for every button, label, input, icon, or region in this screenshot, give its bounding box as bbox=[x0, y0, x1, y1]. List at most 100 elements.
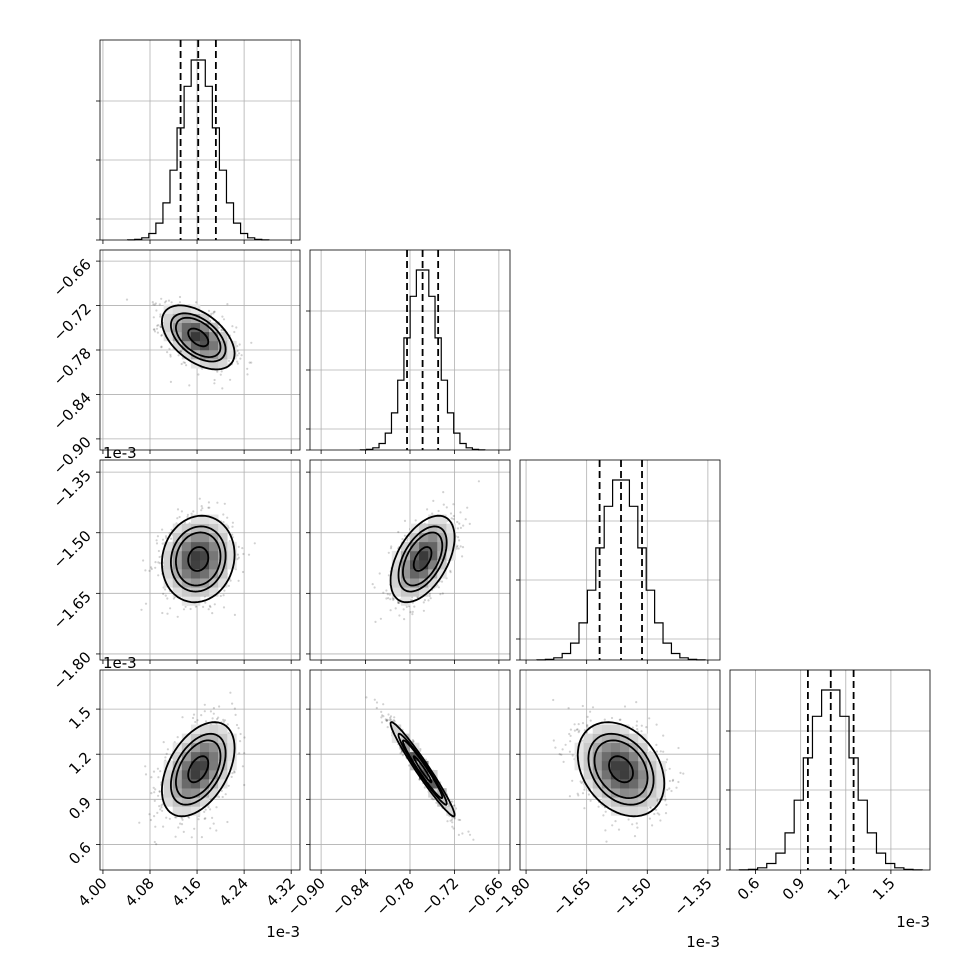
sample-point bbox=[386, 718, 389, 721]
y-tick-label: 1.5 bbox=[65, 703, 95, 733]
density-cell bbox=[200, 359, 210, 369]
density-cell bbox=[400, 560, 411, 570]
sample-point bbox=[456, 527, 460, 530]
density-cell bbox=[400, 596, 411, 606]
x-tick-label: −0.78 bbox=[373, 874, 418, 919]
density-cell bbox=[391, 569, 402, 579]
sample-point bbox=[203, 703, 206, 706]
density-cell bbox=[391, 578, 402, 588]
y-tick-label: −0.84 bbox=[50, 389, 95, 434]
density-cell bbox=[190, 340, 201, 351]
sample-point bbox=[152, 303, 155, 306]
sample-point bbox=[157, 776, 160, 779]
sample-point bbox=[194, 605, 197, 608]
sample-point bbox=[402, 608, 405, 611]
sample-point bbox=[186, 513, 189, 517]
sample-point bbox=[202, 605, 205, 609]
sample-point bbox=[459, 818, 462, 822]
sample-point bbox=[426, 508, 429, 511]
density-cell bbox=[209, 760, 219, 771]
sample-point bbox=[371, 583, 374, 586]
sample-point bbox=[166, 597, 169, 600]
sample-point bbox=[423, 599, 426, 602]
density-cell bbox=[218, 331, 228, 342]
sample-point bbox=[243, 783, 246, 787]
sample-point bbox=[155, 327, 159, 330]
sample-point bbox=[150, 567, 153, 571]
sample-point bbox=[449, 512, 453, 515]
sample-point bbox=[201, 507, 204, 510]
y-tick-label: −0.78 bbox=[50, 344, 95, 389]
density-cell bbox=[227, 541, 237, 552]
sample-point bbox=[378, 572, 381, 575]
sample-point bbox=[385, 719, 388, 722]
sample-point bbox=[182, 361, 185, 364]
sample-point bbox=[144, 602, 148, 605]
sample-point bbox=[239, 732, 242, 736]
sample-point bbox=[231, 521, 234, 524]
sample-point bbox=[437, 509, 440, 513]
density-cell bbox=[181, 569, 192, 579]
density-cell bbox=[190, 569, 201, 579]
density-cell bbox=[172, 569, 183, 579]
histogram-step bbox=[127, 59, 270, 241]
sample-point bbox=[430, 797, 433, 800]
sample-point bbox=[431, 798, 434, 801]
sample-point bbox=[194, 720, 197, 724]
density-cell bbox=[181, 770, 192, 780]
sample-point bbox=[453, 817, 456, 820]
density-cell bbox=[172, 806, 183, 816]
histogram-panel-2 bbox=[516, 460, 720, 664]
y-tick-label: −1.65 bbox=[50, 587, 95, 632]
density-cell bbox=[218, 578, 228, 588]
sample-point bbox=[233, 707, 236, 710]
density-cell bbox=[172, 541, 183, 552]
sample-point bbox=[409, 611, 412, 614]
scatter-frame bbox=[99, 669, 301, 871]
sample-point bbox=[222, 318, 226, 321]
sample-point bbox=[237, 579, 240, 582]
contour-line bbox=[401, 531, 444, 587]
sample-point bbox=[236, 354, 239, 357]
sample-point bbox=[392, 597, 395, 600]
sample-point bbox=[238, 352, 241, 355]
sample-point bbox=[183, 361, 187, 364]
sample-point bbox=[213, 378, 216, 382]
density-cell bbox=[163, 788, 174, 798]
sample-point bbox=[424, 758, 427, 761]
sample-point bbox=[200, 714, 203, 717]
sample-point bbox=[384, 718, 387, 721]
sample-point bbox=[397, 601, 400, 604]
sample-point bbox=[149, 818, 152, 822]
sample-point bbox=[457, 547, 460, 550]
density-cell bbox=[200, 742, 210, 753]
density-cell bbox=[437, 550, 447, 561]
sample-point bbox=[212, 312, 215, 315]
sample-point bbox=[458, 522, 461, 525]
sample-point bbox=[229, 579, 232, 582]
x-tick-label: −0.72 bbox=[417, 874, 462, 919]
sample-point bbox=[226, 820, 229, 824]
density-cell bbox=[190, 760, 201, 771]
sample-point bbox=[181, 716, 184, 719]
density-cell bbox=[209, 550, 219, 561]
sample-point bbox=[394, 607, 397, 610]
sample-point bbox=[192, 510, 195, 513]
sample-point bbox=[403, 618, 406, 621]
sample-point bbox=[435, 801, 438, 804]
density-cell bbox=[209, 587, 219, 597]
sample-point bbox=[393, 716, 396, 719]
density-cell bbox=[163, 560, 174, 570]
sample-point bbox=[211, 612, 214, 615]
sample-point bbox=[461, 555, 464, 558]
sample-point bbox=[220, 329, 223, 332]
density-cell bbox=[410, 550, 420, 561]
sample-point bbox=[154, 788, 157, 791]
density-cell bbox=[410, 541, 420, 552]
sample-point bbox=[452, 514, 455, 518]
sample-point bbox=[449, 819, 452, 822]
sample-point bbox=[169, 607, 172, 610]
sample-point bbox=[452, 518, 455, 521]
histogram-panel-3: 0.6 0.9 1.2 1.5 bbox=[726, 670, 930, 904]
density-cell bbox=[218, 751, 228, 762]
